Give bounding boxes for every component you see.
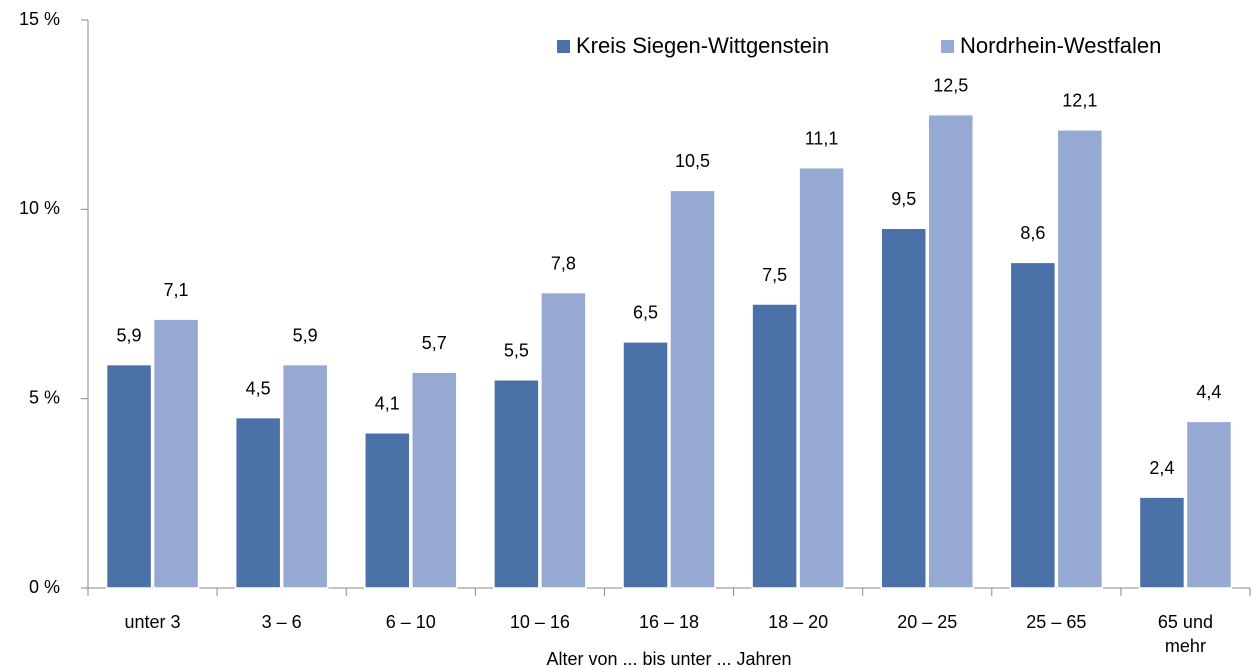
bar	[1138, 496, 1186, 589]
x-tick-label: 3 – 6	[261, 612, 302, 632]
legend-label: Nordrhein-Westfalen	[960, 33, 1161, 58]
x-tick-label: 65 und mehr	[1157, 612, 1213, 656]
y-tick-label: 0 %	[29, 577, 60, 597]
data-label: 7,8	[551, 253, 576, 273]
x-tick-label: unter 3	[124, 612, 181, 632]
bar	[411, 371, 458, 589]
data-label: 5,9	[117, 325, 142, 345]
x-tick-label: 25 – 65	[1026, 612, 1087, 632]
bar	[364, 431, 411, 589]
bar	[540, 291, 587, 589]
bar	[152, 318, 200, 589]
data-label: 8,6	[1020, 223, 1045, 243]
data-label: 9,5	[891, 189, 916, 209]
bar	[880, 227, 927, 589]
data-label: 11,1	[805, 128, 839, 148]
y-tick-label: 15 %	[19, 9, 60, 29]
bar	[105, 363, 153, 589]
data-label: 5,5	[504, 340, 529, 360]
bar	[1009, 261, 1057, 589]
legend-label: Kreis Siegen-Wittgenstein	[576, 33, 829, 58]
legend-swatch	[941, 40, 954, 53]
data-label: 4,1	[375, 393, 400, 413]
bar	[1185, 420, 1233, 589]
data-label: 5,7	[422, 333, 447, 353]
bar	[798, 166, 845, 589]
data-label: 7,1	[164, 280, 189, 300]
legend-swatch	[557, 40, 570, 53]
x-axis-title: Alter von ... bis unter ... Jahren	[546, 649, 791, 668]
bar	[234, 416, 282, 589]
y-tick-label: 5 %	[29, 387, 60, 407]
data-label: 4,5	[246, 378, 271, 398]
bar	[751, 303, 798, 589]
bar	[281, 363, 329, 589]
x-tick-label: 20 – 25	[897, 612, 958, 632]
bar	[493, 378, 540, 589]
bar	[622, 341, 669, 589]
data-label: 6,5	[633, 303, 658, 323]
data-label: 12,5	[933, 75, 968, 95]
data-label: 10,5	[675, 151, 710, 171]
x-tick-label: 16 – 18	[638, 612, 700, 632]
x-tick-label: 18 – 20	[768, 612, 829, 632]
data-label: 2,4	[1149, 458, 1174, 478]
data-label: 7,5	[762, 265, 787, 285]
bar	[927, 113, 974, 589]
bar	[669, 189, 716, 589]
data-label: 5,9	[293, 325, 318, 345]
x-tick-label: 10 – 16	[509, 612, 570, 632]
y-tick-label: 10 %	[19, 198, 60, 218]
x-tick-label: 6 – 10	[385, 612, 436, 632]
bar	[1056, 129, 1104, 589]
data-label: 12,1	[1062, 91, 1097, 111]
data-label: 4,4	[1196, 382, 1221, 402]
